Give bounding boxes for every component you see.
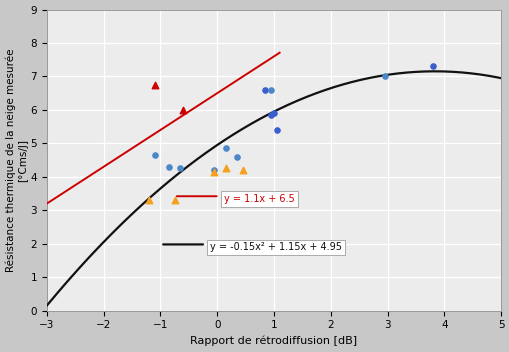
Y-axis label: Résistance thermique de la neige mesurée
[°Cms/J]: Résistance thermique de la neige mesurée… — [6, 48, 27, 272]
Point — [221, 166, 230, 171]
Point — [261, 87, 269, 93]
Point — [267, 87, 275, 93]
Point — [380, 74, 388, 79]
Point — [145, 197, 153, 203]
Point — [150, 152, 158, 158]
Point — [269, 111, 277, 116]
Text: y = -0.15x² + 1.15x + 4.95: y = -0.15x² + 1.15x + 4.95 — [210, 243, 342, 252]
Point — [221, 146, 230, 151]
Text: y = 1.1x + 6.5: y = 1.1x + 6.5 — [223, 194, 294, 204]
Point — [233, 154, 241, 159]
Point — [210, 169, 218, 175]
Point — [176, 166, 184, 171]
Point — [170, 197, 178, 203]
Point — [164, 164, 173, 170]
Point — [238, 167, 246, 173]
X-axis label: Rapport de rétrodiffusion [dB]: Rapport de rétrodiffusion [dB] — [190, 336, 357, 346]
Point — [150, 82, 158, 88]
Point — [179, 107, 187, 113]
Point — [428, 64, 436, 69]
Point — [210, 167, 218, 173]
Point — [267, 112, 275, 118]
Point — [272, 127, 280, 133]
